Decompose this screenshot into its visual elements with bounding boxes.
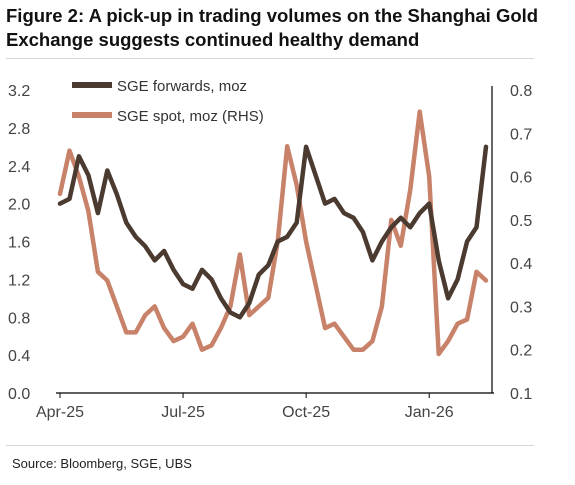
right-tick-label: 0.7 <box>510 126 532 143</box>
left-tick-label: 0.0 <box>8 386 30 403</box>
left-tick-label: 1.2 <box>8 272 30 289</box>
x-axis-ticks: Apr-25 Jul-25 Oct-25 Jan-26 <box>36 393 454 421</box>
left-tick-label: 3.2 <box>8 83 30 100</box>
legend-label-spot: SGE spot, moz (RHS) <box>117 108 264 125</box>
chart-legend: SGE forwards, moz SGE spot, moz (RHS) <box>72 78 264 125</box>
right-axis-ticks: 0.1 0.2 0.3 0.4 0.5 0.6 0.7 0.8 <box>510 83 532 403</box>
x-tick-label: Jan-26 <box>405 404 454 421</box>
right-tick-label: 0.1 <box>510 386 532 403</box>
source-note: Source: Bloomberg, SGE, UBS <box>12 456 192 471</box>
left-axis-ticks: 0.0 0.4 0.8 1.2 1.6 2.0 2.4 2.8 3.2 <box>8 83 30 403</box>
left-tick-label: 2.4 <box>8 159 30 176</box>
top-divider <box>6 58 534 59</box>
right-tick-label: 0.6 <box>510 170 532 187</box>
left-tick-label: 0.8 <box>8 310 30 327</box>
figure-title: Figure 2: A pick-up in trading volumes o… <box>6 5 539 50</box>
line-chart: 0.0 0.4 0.8 1.2 1.6 2.0 2.4 2.8 3.2 0.1 0.2 0.3 0.4… <box>8 78 532 421</box>
x-tick-label: Oct-25 <box>282 404 330 421</box>
legend-label-forwards: SGE forwards, moz <box>117 78 247 95</box>
right-tick-label: 0.4 <box>510 256 532 273</box>
right-tick-label: 0.3 <box>510 299 532 316</box>
x-tick-label: Apr-25 <box>36 404 84 421</box>
right-tick-label: 0.8 <box>510 83 532 100</box>
bottom-divider <box>6 445 534 446</box>
right-tick-label: 0.5 <box>510 213 532 230</box>
left-tick-label: 0.4 <box>8 348 30 365</box>
right-tick-label: 0.2 <box>510 343 532 360</box>
series-line-forwards <box>57 144 489 320</box>
series-line-spot <box>57 109 489 357</box>
left-tick-label: 1.6 <box>8 235 30 252</box>
x-tick-label: Jul-25 <box>161 404 205 421</box>
left-tick-label: 2.8 <box>8 121 30 138</box>
left-tick-label: 2.0 <box>8 197 30 214</box>
chart-series <box>57 109 489 357</box>
